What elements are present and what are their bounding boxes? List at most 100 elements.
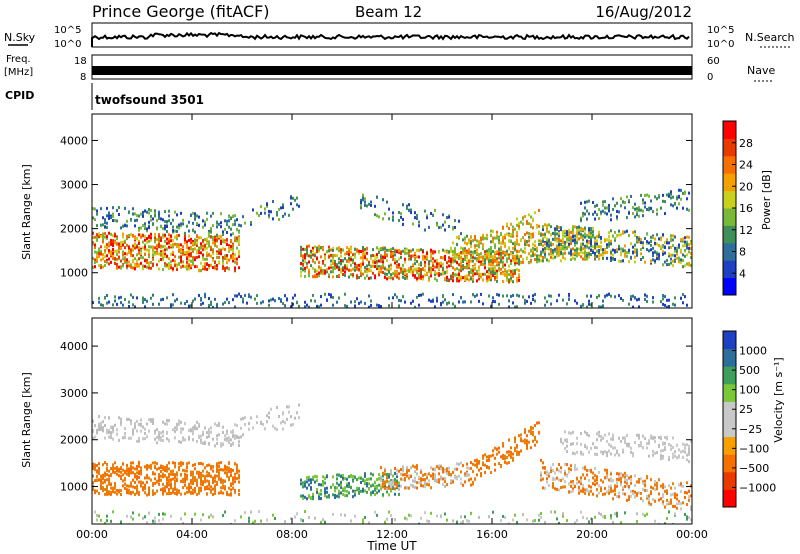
range-gate-cell xyxy=(420,470,422,474)
range-gate-cell xyxy=(568,228,570,232)
range-gate-cell xyxy=(610,250,612,254)
range-gate-cell xyxy=(660,245,662,249)
range-gate-cell xyxy=(326,486,328,490)
range-gate-cell xyxy=(430,271,432,275)
range-gate-cell xyxy=(388,207,390,211)
range-gate-cell xyxy=(576,225,578,229)
range-gate-cell xyxy=(154,252,156,256)
range-gate-cell xyxy=(332,303,334,307)
range-gate-cell xyxy=(510,455,512,459)
range-gate-cell xyxy=(374,485,376,489)
range-gate-cell xyxy=(248,427,250,431)
range-gate-cell xyxy=(516,453,518,457)
range-gate-cell xyxy=(364,472,366,476)
range-gate-cell xyxy=(516,443,518,447)
power-ylabel: Slant Range [km] xyxy=(20,164,33,260)
range-gate-cell xyxy=(474,294,476,298)
range-gate-cell xyxy=(416,248,418,252)
range-gate-cell xyxy=(268,411,270,415)
range-gate-cell xyxy=(630,194,632,198)
range-gate-cell xyxy=(638,214,640,218)
range-gate-cell xyxy=(222,238,224,242)
range-gate-cell xyxy=(452,253,454,257)
range-gate-cell xyxy=(352,474,354,478)
range-gate-cell xyxy=(576,247,578,251)
range-gate-cell xyxy=(530,232,532,236)
range-gate-cell xyxy=(228,225,230,229)
range-gate-cell xyxy=(136,464,138,468)
range-gate-cell xyxy=(144,259,146,263)
range-gate-cell xyxy=(516,255,518,259)
range-gate-cell xyxy=(244,293,246,297)
range-gate-cell xyxy=(308,274,310,278)
range-gate-cell xyxy=(668,298,670,302)
range-gate-cell xyxy=(550,249,552,253)
range-gate-cell xyxy=(662,297,664,301)
range-gate-cell xyxy=(486,459,488,463)
range-gate-cell xyxy=(240,435,242,439)
range-gate-cell xyxy=(490,267,492,271)
range-gate-cell xyxy=(238,489,240,493)
range-gate-cell xyxy=(550,470,552,474)
range-gate-cell xyxy=(370,269,372,273)
range-gate-cell xyxy=(240,417,242,421)
range-gate-cell xyxy=(490,262,492,266)
range-gate-cell xyxy=(234,269,236,273)
range-gate-cell xyxy=(256,421,258,425)
range-gate-cell xyxy=(508,233,510,237)
range-gate-cell xyxy=(220,252,222,256)
range-gate-cell xyxy=(368,487,370,491)
range-gate-cell xyxy=(396,260,398,264)
range-gate-cell xyxy=(272,200,274,204)
range-gate-cell xyxy=(438,472,440,476)
range-gate-cell xyxy=(526,231,528,235)
range-gate-cell xyxy=(502,239,504,243)
range-gate-cell xyxy=(136,475,138,479)
range-gate-cell xyxy=(358,263,360,267)
range-gate-cell xyxy=(402,469,404,473)
range-gate-cell xyxy=(386,200,388,204)
range-gate-cell xyxy=(490,248,492,252)
range-gate-cell xyxy=(316,304,318,308)
range-gate-cell xyxy=(574,225,576,229)
range-gate-cell xyxy=(216,441,218,445)
range-gate-cell xyxy=(512,231,514,235)
range-gate-cell xyxy=(160,438,162,442)
range-gate-cell xyxy=(110,254,112,258)
range-gate-cell xyxy=(172,477,174,481)
range-gate-cell xyxy=(116,219,118,223)
range-gate-cell xyxy=(162,487,164,491)
range-gate-cell xyxy=(188,229,190,233)
range-gate-cell xyxy=(344,264,346,268)
range-gate-cell xyxy=(460,261,462,265)
range-gate-cell xyxy=(384,272,386,276)
range-gate-cell xyxy=(548,294,550,298)
range-gate-cell xyxy=(398,469,400,473)
range-gate-cell xyxy=(602,203,604,207)
range-gate-cell xyxy=(410,466,412,470)
range-gate-cell xyxy=(174,299,176,303)
range-gate-cell xyxy=(662,199,664,203)
range-gate-cell xyxy=(138,251,140,255)
range-gate-cell xyxy=(492,263,494,267)
range-gate-cell xyxy=(686,197,688,201)
range-gate-cell xyxy=(184,483,186,487)
range-gate-cell xyxy=(126,252,128,256)
range-gate-cell xyxy=(104,235,106,239)
range-gate-cell xyxy=(432,467,434,471)
range-gate-cell xyxy=(344,486,346,490)
range-gate-cell xyxy=(494,246,496,250)
range-gate-cell xyxy=(302,481,304,485)
range-gate-cell xyxy=(254,297,256,301)
range-gate-cell xyxy=(298,416,300,420)
range-gate-cell xyxy=(114,486,116,490)
range-gate-cell xyxy=(672,302,674,306)
range-gate-cell xyxy=(612,207,614,211)
range-gate-cell xyxy=(596,295,598,299)
range-gate-cell xyxy=(120,242,122,246)
range-gate-cell xyxy=(420,270,422,274)
range-gate-cell xyxy=(338,249,340,253)
range-gate-cell xyxy=(542,259,544,263)
range-gate-cell xyxy=(678,260,680,264)
freq-tick-bottom: 8 xyxy=(80,72,86,83)
